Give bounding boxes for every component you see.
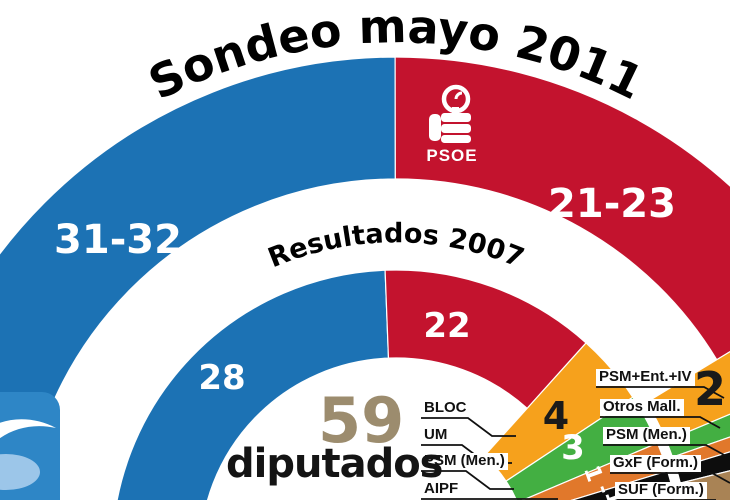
psoe-logo: PSOE: [426, 84, 477, 165]
pp-logo: [0, 392, 60, 500]
segment-inner-pp: [116, 269, 390, 500]
leader-line: [610, 472, 730, 484]
leader-line: [600, 416, 721, 429]
segment-outer-psoe: [394, 56, 730, 361]
leader-line: [421, 417, 516, 437]
psoe-fist-icon: [429, 114, 441, 141]
callout-leader-lines: [421, 386, 730, 500]
chart-wedges: [0, 56, 730, 500]
inner-ring-title: Resultados 2007: [264, 218, 528, 274]
total-seats: 59: [318, 384, 405, 457]
leader-line: [596, 386, 725, 399]
total-seats-unit: diputados: [226, 441, 443, 487]
psoe-logo-text: PSOE: [426, 146, 477, 165]
leader-line: [603, 444, 727, 457]
segment-outer-pp: [0, 56, 396, 500]
leader-line: [421, 470, 514, 490]
